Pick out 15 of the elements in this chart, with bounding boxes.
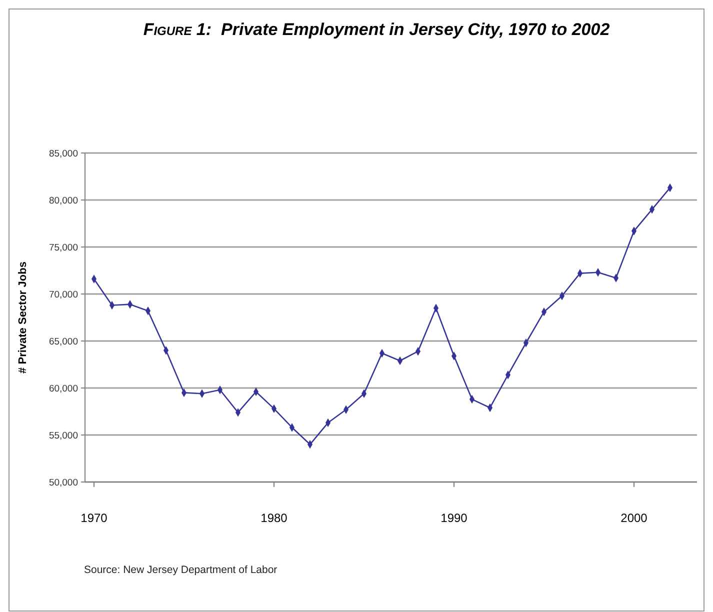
x-tick-label: 1990 <box>440 511 468 525</box>
y-tick-label: 85,000 <box>48 148 78 160</box>
x-tick-label: 1980 <box>260 511 288 525</box>
source-note: Source: New Jersey Department of Labor <box>84 564 278 576</box>
chart-title: Figure 1: Private Employment in Jersey City, 1970 to 2002 <box>143 20 610 39</box>
x-tick-label: 1970 <box>80 511 108 525</box>
y-tick-label: 65,000 <box>48 336 78 348</box>
y-tick-label: 80,000 <box>48 196 78 206</box>
y-tick-label: 50,000 <box>48 478 78 488</box>
y-axis-title: # Private Sector Jobs <box>17 262 29 374</box>
x-tick-label: 2000 <box>620 511 648 525</box>
y-tick-label: 55,000 <box>48 430 78 442</box>
y-tick-label: 60,000 <box>48 384 78 394</box>
y-tick-label: 70,000 <box>48 290 78 300</box>
y-tick-label: 75,000 <box>48 242 78 254</box>
